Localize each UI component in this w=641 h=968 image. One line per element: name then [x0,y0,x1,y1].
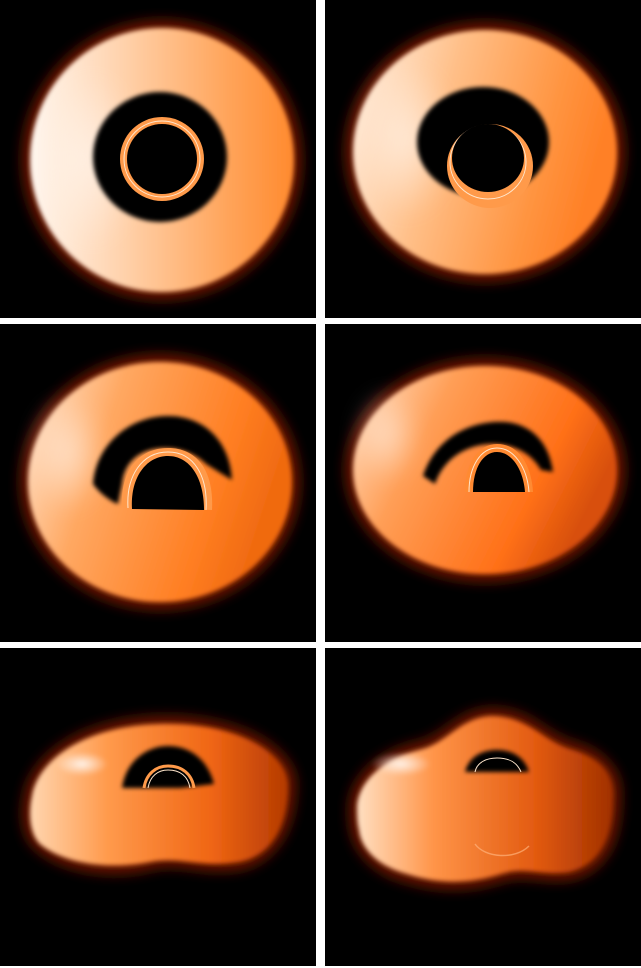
disk-highlight [371,752,431,776]
panel-4 [325,324,641,642]
photon-ring-line [147,769,191,789]
accretion-disk-render-2 [345,22,625,282]
black-hole-shadow [473,452,525,492]
disk-inner-hole [93,416,232,504]
accretion-disk-render-1 [22,20,302,300]
disk-highlight [28,394,108,514]
accretion-disk-render-4 [345,358,625,582]
photon-ring [142,764,196,789]
black-hole-shadow [131,456,204,510]
disk-highlight [357,60,457,220]
accretion-disk-render-3 [20,354,300,610]
panel-5 [0,648,316,966]
disk-inner-hole [465,750,529,772]
photon-ring-line [123,120,201,198]
black-hole-shadow [452,124,524,192]
disk-highlight [353,388,421,484]
disk-body [357,716,614,882]
disk-highlight [56,752,108,776]
panel-3 [0,324,316,642]
photon-ring-line [468,447,530,493]
disk-inner-hole [423,421,553,484]
panel-1 [0,0,316,318]
panel-2 [325,0,641,318]
accretion-disk-render-5 [22,715,296,875]
photon-ring-line [474,757,522,773]
lensed-underside [474,843,530,857]
accretion-disk-render-6 [349,708,622,890]
black-hole-shadow [127,124,197,194]
photon-ring-line [127,451,207,511]
panel-6 [325,648,641,966]
